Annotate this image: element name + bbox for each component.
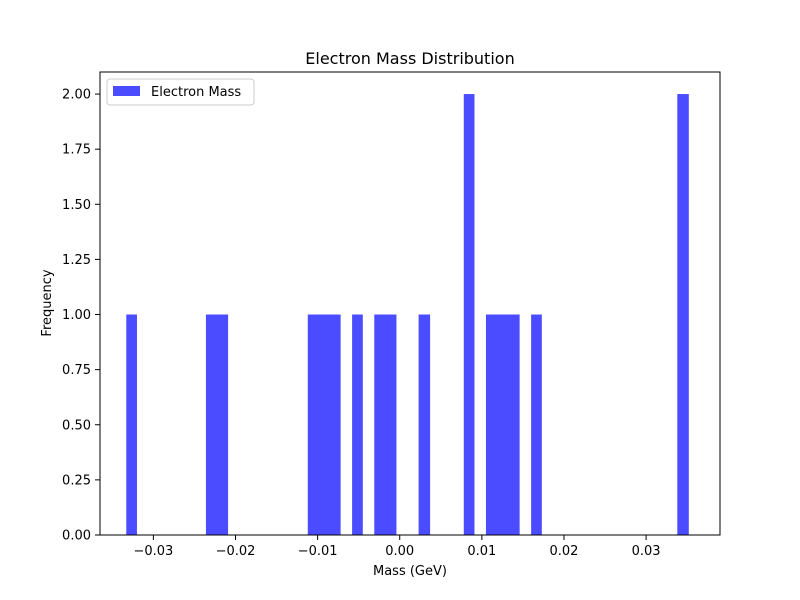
histogram-bar [531,314,542,535]
x-tick-label: −0.01 [298,544,338,559]
x-tick-label: −0.03 [133,544,173,559]
histogram-bar [126,314,137,535]
plot-frame [99,71,721,536]
x-axis-ticks: −0.03 −0.02 −0.01 0.00 0.01 0.02 0.03 [133,535,661,559]
y-tick-label: 0.25 [62,473,91,488]
legend-box [106,78,255,106]
legend-label: Electron Mass [151,85,241,100]
x-tick-label: −0.02 [216,544,256,559]
histogram-bar [352,314,363,535]
y-tick-label: 2.00 [62,88,91,103]
legend-swatch [113,86,140,96]
y-tick-label: 1.75 [62,143,91,158]
y-axis-ticks: 0.00 0.25 0.50 0.75 1.00 1.25 1.50 1.75 2.00 [62,88,100,544]
histogram-bar [418,314,431,535]
legend: Electron Mass [106,78,255,106]
histogram-bar [677,94,689,536]
y-axis-label: Frequency [40,269,55,336]
y-tick-label: 0.75 [62,363,91,378]
x-tick-label: 0.03 [632,544,661,559]
x-tick-label: 0.02 [549,544,578,559]
histogram-bar [485,314,520,535]
y-tick-label: 1.25 [62,253,91,268]
histogram-bar [307,314,341,535]
y-tick-label: 1.00 [62,308,91,323]
y-tick-label: 0.50 [62,418,91,433]
histogram-bar [374,314,397,535]
histogram-bar [205,314,229,535]
y-tick-label: 1.50 [62,198,91,213]
chart-title: Electron Mass Distribution [305,49,514,68]
x-tick-label: 0.00 [385,544,414,559]
y-tick-label: 0.00 [62,529,91,544]
x-axis-label: Mass (GeV) [373,564,447,579]
bars-group [126,94,689,536]
histogram-bar [463,94,475,536]
x-tick-label: 0.01 [467,544,496,559]
